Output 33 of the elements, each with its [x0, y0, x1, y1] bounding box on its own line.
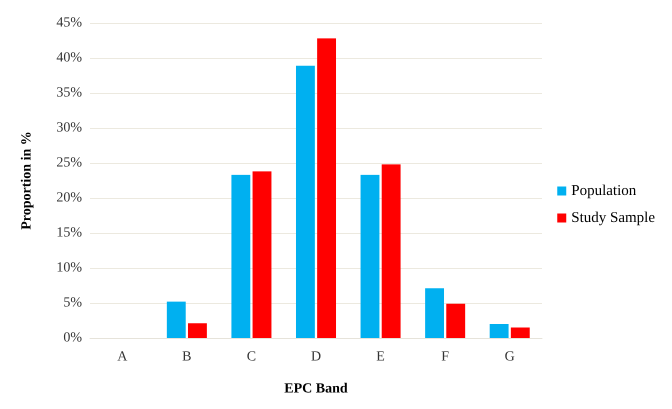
bar	[446, 304, 466, 338]
bar	[510, 328, 530, 338]
bar	[296, 66, 315, 338]
y-tick-label: 5%	[63, 296, 82, 310]
x-tick-label: D	[310, 350, 322, 364]
x-tick-label: A	[117, 350, 128, 364]
bar	[382, 164, 401, 338]
x-axis-title: EPC Band	[284, 382, 348, 396]
y-tick-label: 40%	[56, 50, 82, 66]
y-tick-label: 45%	[56, 16, 82, 30]
bar	[317, 38, 336, 338]
legend-label: Population	[571, 183, 637, 199]
y-axis-title: Proportion in %	[20, 131, 34, 230]
bar	[425, 288, 444, 338]
y-tick-label: 0%	[63, 330, 82, 346]
x-tick-label: F	[441, 350, 450, 364]
y-tick-label: 20%	[56, 190, 82, 206]
y-tick-label: 30%	[56, 120, 82, 136]
y-tick-label: 10%	[56, 260, 82, 276]
legend-label: Study Sample	[571, 210, 656, 226]
y-tick-label: 25%	[56, 156, 82, 170]
bar	[231, 174, 250, 338]
y-tick-label: 15%	[56, 226, 82, 240]
x-tick-label: E	[376, 350, 385, 364]
x-tick-label: B	[182, 350, 192, 364]
x-tick-label: G	[504, 350, 515, 364]
bar	[166, 302, 186, 338]
bar	[360, 174, 380, 338]
y-tick-label: 35%	[56, 86, 82, 100]
bar	[188, 323, 207, 338]
bar	[252, 171, 272, 338]
x-tick-label: C	[246, 350, 256, 364]
bar	[490, 324, 509, 338]
